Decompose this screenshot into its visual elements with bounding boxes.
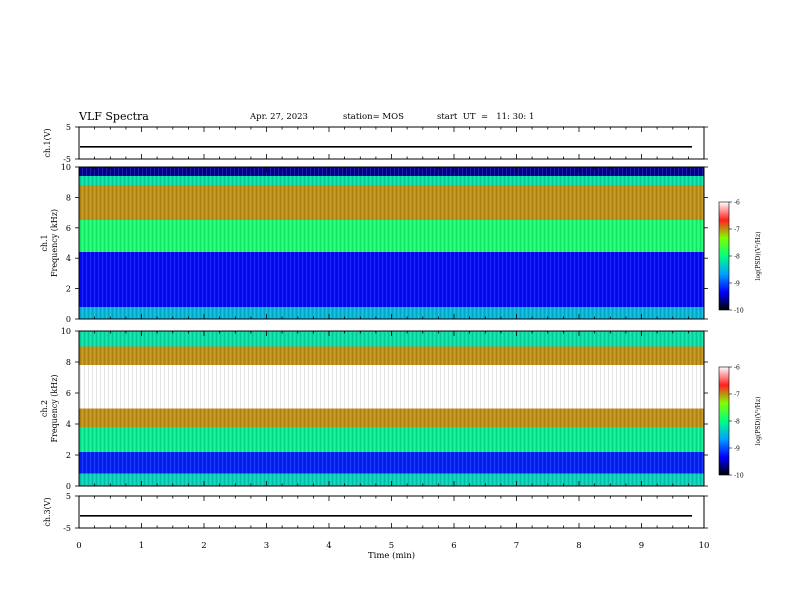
- y-tick-label: 0: [66, 482, 71, 491]
- date-label: Apr. 27, 2023: [250, 112, 308, 122]
- x-tick-label: 3: [264, 541, 269, 551]
- y-tick-label: 8: [66, 358, 71, 367]
- y-tick-label: 2: [66, 451, 71, 460]
- y-tick-label: -5: [63, 524, 71, 533]
- colorbar-tick-label: -10: [734, 308, 744, 315]
- x-tick-label: 8: [576, 541, 581, 551]
- colorbar-tick-label: -6: [734, 365, 740, 372]
- station-label: station= MOS: [343, 112, 404, 122]
- start-time-label: start UT = 11: 30: 1: [437, 112, 535, 122]
- y-axis-label: ch.1: [40, 234, 49, 251]
- y-tick-label: 6: [66, 389, 71, 398]
- y-tick-label: 4: [66, 420, 71, 429]
- colorbar: [718, 201, 730, 311]
- y-tick-label: 0: [66, 315, 71, 324]
- colorbar-tick-label: -10: [734, 473, 744, 480]
- spectrogram-texture: [79, 331, 704, 486]
- colorbar-tick-label: -7: [734, 227, 740, 234]
- x-tick-label: 6: [451, 541, 456, 551]
- colorbar-label: log(PSD)(V²/Hz): [755, 232, 762, 281]
- y-tick-label: 8: [66, 193, 71, 202]
- colorbar-tick-label: -9: [734, 446, 740, 453]
- y-tick-label: 4: [66, 254, 71, 263]
- x-tick-label: 1: [139, 541, 144, 551]
- x-axis-label: Time (min): [368, 550, 415, 561]
- y-tick-label: 6: [66, 224, 71, 233]
- x-tick-label: 7: [514, 541, 519, 551]
- spectrogram-texture: [79, 167, 704, 319]
- y-axis-label: ch.3(V): [43, 497, 52, 526]
- x-tick-label: 10: [699, 541, 710, 551]
- colorbar-tick-label: -9: [734, 281, 740, 288]
- colorbar: [718, 366, 730, 476]
- colorbar-tick-label: -8: [734, 254, 740, 261]
- y-tick-label: 10: [61, 163, 71, 172]
- y-axis-label: Frequency (kHz): [50, 374, 59, 442]
- y-tick-label: 5: [66, 123, 71, 132]
- colorbar-tick-label: -7: [734, 392, 740, 399]
- x-tick-label: 0: [76, 541, 81, 551]
- y-tick-label: 5: [66, 492, 71, 501]
- y-tick-label: 2: [66, 285, 71, 294]
- x-tick-label: 2: [201, 541, 206, 551]
- y-axis-label: ch.1(V): [43, 128, 52, 157]
- x-tick-label: 4: [326, 541, 331, 551]
- colorbar-tick-label: -8: [734, 419, 740, 426]
- colorbar-tick-label: -6: [734, 200, 740, 207]
- y-tick-label: -5: [63, 155, 71, 164]
- chart-title: VLF Spectra: [79, 110, 149, 123]
- y-tick-label: 10: [61, 327, 71, 336]
- y-axis-label: ch.2: [40, 400, 49, 417]
- y-axis-label: Frequency (kHz): [50, 209, 59, 277]
- colorbar-label: log(PSD)(V²/Hz): [755, 397, 762, 446]
- x-tick-label: 5: [389, 541, 394, 551]
- x-tick-label: 9: [639, 541, 644, 551]
